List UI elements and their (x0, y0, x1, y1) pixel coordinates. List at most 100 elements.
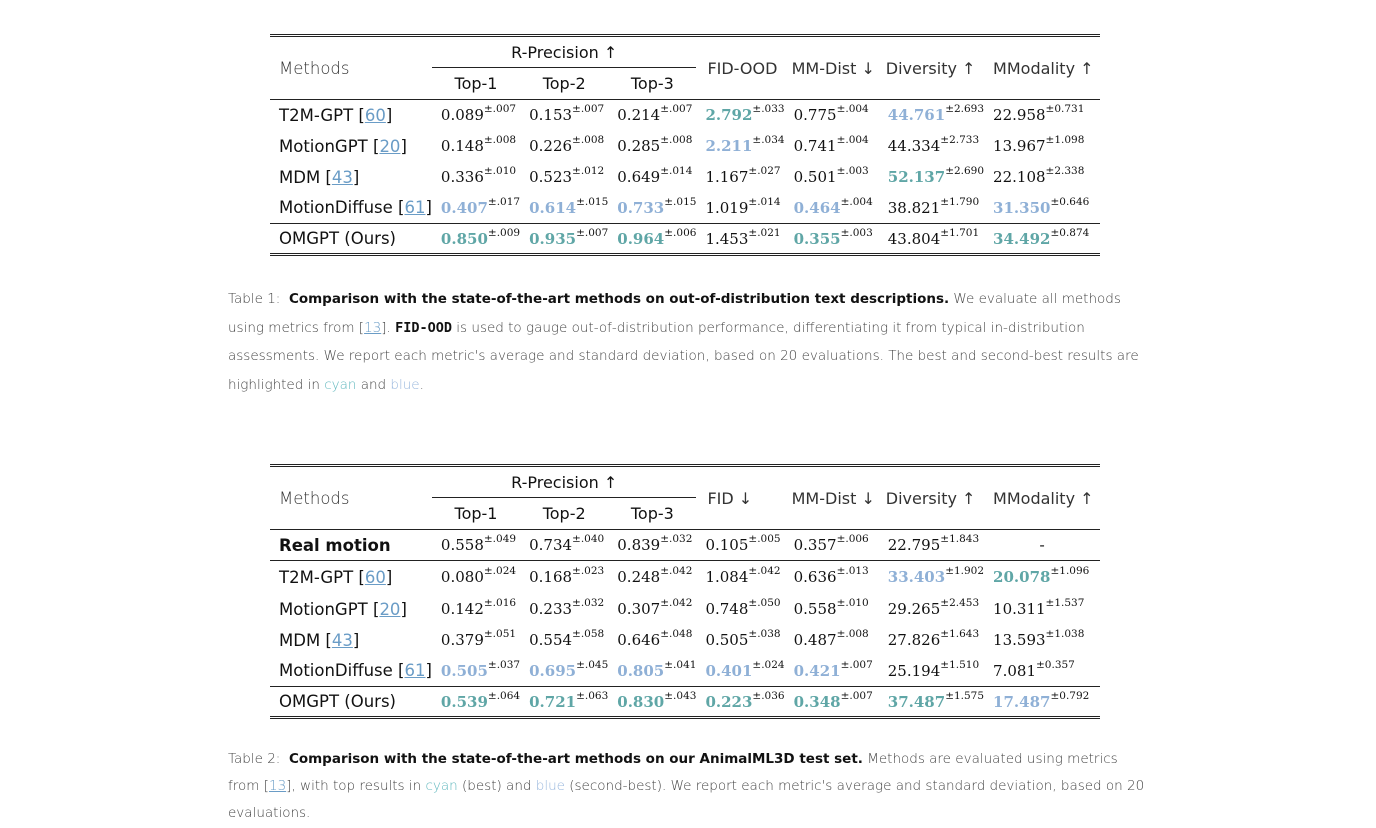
metric-std: ±.042 (660, 597, 693, 609)
metric-std: ±.027 (748, 165, 781, 177)
citation-link[interactable]: 61 (404, 198, 426, 218)
metric-value: 0.464 (793, 198, 841, 217)
metric-std: ±.048 (660, 628, 693, 640)
metric-value: 22.108 (993, 168, 1046, 186)
citation-link[interactable]: 43 (331, 167, 353, 187)
metric-cell: 0.148±.008 (432, 131, 520, 162)
table-row: OMGPT (Ours) 0.539±.064 0.721±.063 0.830±.0… (270, 686, 1100, 718)
metric-std: ±.014 (748, 195, 781, 208)
metric-value: 0.539 (440, 692, 488, 711)
metric-std: ±.064 (487, 689, 521, 702)
citation-link[interactable]: 13 (364, 319, 382, 336)
metric-cell: 20.078±1.096 (984, 561, 1100, 594)
metric-value: 0.421 (793, 661, 841, 680)
metric-cell: 0.421±.007 (785, 656, 879, 687)
metric-value: 13.593 (993, 631, 1046, 649)
metric-std: ±0.874 (1050, 226, 1090, 239)
metric-std: ±.014 (660, 165, 693, 177)
caption-blue-word: blue (535, 778, 565, 794)
caption-code: FID-OOD (395, 319, 453, 336)
metric-value: 0.741 (793, 137, 837, 155)
citation-link[interactable]: 13 (268, 778, 287, 794)
metric-std: ±2.338 (1045, 165, 1085, 177)
header-diversity: Diversity ↑ (885, 488, 976, 508)
table-row: MotionGPT [20] 0.148±.008 0.226±.008 0.285±… (270, 131, 1100, 162)
metric-value: 7.081 (993, 661, 1036, 680)
metric-cell: 0.379±.051 (432, 625, 520, 656)
metric-value: 0.734 (529, 536, 573, 554)
caption-text: (second-best). We report each metric's a… (228, 778, 1145, 821)
metric-std: ±1.038 (1045, 628, 1085, 640)
metric-value: 0.336 (440, 168, 484, 186)
metric-cell: 52.137±2.690 (879, 162, 984, 193)
metric-value: 0.379 (440, 631, 484, 649)
metric-value: 0.357 (793, 536, 837, 554)
metric-cell: 0.741±.004 (785, 131, 879, 162)
header-top1: Top-1 (454, 504, 498, 523)
caption-text: ], with top results in (286, 778, 426, 794)
metric-std: ±1.843 (940, 533, 980, 545)
citation-link[interactable]: 20 (379, 599, 401, 619)
method-name: MDM [ (279, 630, 332, 650)
method-name-cell: T2M-GPT [60] (270, 100, 432, 131)
method-name: OMGPT (Ours) (279, 229, 396, 248)
metric-value: 0.558 (440, 536, 484, 554)
metric-std: ±.006 (836, 533, 869, 545)
header-top2: Top-2 (542, 74, 586, 93)
citation-link[interactable]: 20 (379, 136, 401, 156)
citation-link[interactable]: 61 (404, 661, 426, 681)
metric-cell: 22.795±1.843 (879, 530, 984, 561)
metric-std: ±.006 (664, 226, 697, 239)
citation-bracket: ] (425, 661, 432, 681)
metric-std: ±1.790 (940, 195, 980, 208)
metric-std: ±.009 (487, 226, 521, 239)
metric-std: ±0.357 (1036, 658, 1075, 671)
metric-std: ±1.537 (1045, 597, 1085, 609)
citation-link[interactable]: 60 (364, 567, 386, 587)
metric-value: 0.214 (617, 106, 661, 125)
metric-std: ±.008 (660, 134, 693, 146)
metric-value: 0.505 (705, 631, 749, 649)
caption-text: and (356, 376, 391, 393)
citation-link[interactable]: 43 (331, 630, 353, 650)
citation-link[interactable]: 60 (364, 105, 386, 125)
caption-lead: Comparison with the state-of-the-art met… (288, 751, 863, 767)
metric-cell: 0.223±.036 (696, 687, 784, 718)
metric-std: ±1.510 (940, 658, 980, 671)
metric-std: ±.003 (840, 226, 873, 239)
header-diversity: Diversity ↑ (885, 58, 976, 78)
metric-std: ±1.643 (940, 628, 980, 640)
caption-text: ]. (381, 319, 396, 336)
metric-value: 0.805 (617, 661, 665, 680)
metric-cell: 0.839±.032 (608, 530, 696, 561)
metric-std: ±.023 (572, 565, 605, 578)
metric-value: 2.792 (705, 106, 753, 125)
metric-value: 22.958 (993, 106, 1046, 125)
metric-value: 0.935 (529, 229, 577, 248)
metric-value: 0.153 (529, 106, 573, 125)
metric-cell: 0.248±.042 (608, 561, 696, 594)
metric-cell: 37.487±1.575 (879, 687, 984, 718)
metric-cell: 0.089±.007 (432, 100, 520, 131)
metric-std: ±.045 (576, 658, 609, 671)
caption-text: We evaluate all methods using metrics fr… (228, 291, 1121, 336)
metric-value: 33.403 (887, 568, 946, 587)
method-name: Real motion (279, 535, 391, 555)
metric-cell: 0.649±.014 (608, 162, 696, 193)
method-name-cell: MDM [43] (270, 625, 432, 656)
table-row: MDM [43] 0.379±.051 0.554±.058 0.646±.048 0.… (270, 625, 1100, 656)
metric-std: ±.005 (748, 533, 781, 545)
metric-value: 1.453 (705, 229, 749, 248)
metric-value: 0.487 (793, 631, 837, 649)
metric-cell: 0.357±.006 (785, 530, 879, 561)
header-methods: Methods (279, 488, 350, 508)
metric-cell: 0.401±.024 (696, 656, 784, 687)
metric-value: 0.080 (440, 568, 484, 587)
header-top3: Top-3 (630, 74, 674, 93)
metric-value: 0.964 (617, 229, 665, 248)
metric-cell: 38.821±1.790 (879, 193, 984, 224)
metric-cell: - (1039, 536, 1045, 554)
header-top3: Top-3 (630, 504, 674, 523)
table-2-body: Real motion 0.558±.049 0.734±.040 0.839±.03… (270, 529, 1100, 718)
metric-value: 44.761 (887, 106, 946, 125)
